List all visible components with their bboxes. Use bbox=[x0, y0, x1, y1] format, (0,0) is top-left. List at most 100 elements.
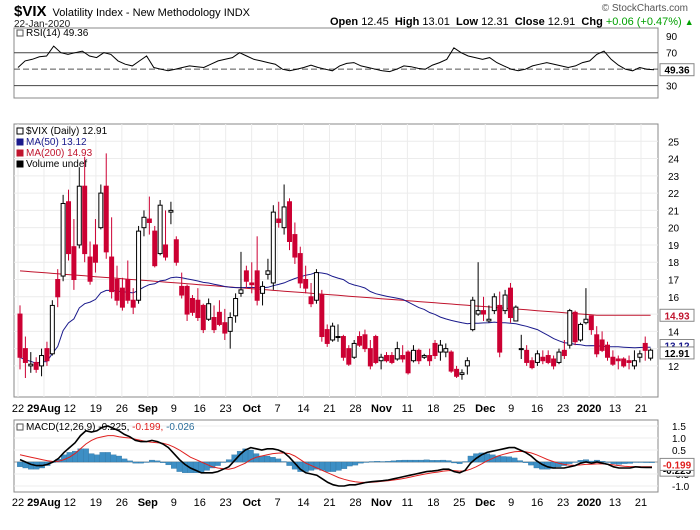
price-tick-label: 22 bbox=[668, 189, 680, 200]
candle-body bbox=[362, 334, 368, 350]
candle-body bbox=[475, 310, 481, 315]
candle bbox=[524, 345, 530, 366]
candle bbox=[502, 289, 508, 315]
macd-histogram-bar bbox=[528, 461, 534, 466]
candle bbox=[583, 288, 589, 325]
macd-title: MACD(12,26,9) -0.225, -0.199, -0.026 bbox=[26, 422, 195, 433]
macd-tick-label: 1.5 bbox=[672, 422, 686, 433]
candle-body bbox=[357, 336, 363, 346]
candle-body bbox=[534, 353, 540, 363]
candle bbox=[238, 251, 244, 297]
price-x-label: 13 bbox=[609, 403, 621, 415]
macd-histogram-bar bbox=[286, 461, 293, 466]
candle-body bbox=[529, 360, 535, 369]
candle bbox=[243, 265, 249, 289]
candle bbox=[249, 262, 255, 294]
candle bbox=[405, 350, 411, 375]
candle-body bbox=[389, 355, 395, 363]
candle-body bbox=[222, 322, 228, 334]
price-x-label: 7 bbox=[275, 403, 281, 415]
candle bbox=[481, 296, 487, 321]
price-x-label: Oct bbox=[242, 403, 261, 415]
macd-histogram-bar bbox=[220, 461, 227, 463]
candle-body bbox=[189, 298, 195, 313]
candle bbox=[340, 334, 346, 361]
candle-body bbox=[610, 356, 616, 365]
candle bbox=[556, 348, 562, 365]
macd-histogram-bar bbox=[396, 460, 403, 463]
macd-x-label: 18 bbox=[427, 497, 439, 509]
open-label: Open bbox=[330, 16, 359, 28]
candle-body bbox=[286, 201, 292, 242]
candle bbox=[599, 331, 605, 353]
ma50-line bbox=[19, 271, 651, 364]
macd-tick-label: 0.5 bbox=[672, 446, 686, 457]
candle bbox=[125, 260, 131, 304]
candle bbox=[60, 194, 66, 282]
candle bbox=[297, 246, 303, 289]
macd-histogram-bar bbox=[643, 461, 650, 463]
macd-x-label: 9 bbox=[171, 497, 177, 509]
candle-body bbox=[351, 342, 357, 358]
candle-body bbox=[243, 270, 249, 282]
candle-body bbox=[437, 344, 443, 353]
candle-body bbox=[491, 296, 497, 312]
macd-x-label: 16 bbox=[531, 497, 543, 509]
rsi-last-value: 49.36 bbox=[664, 66, 689, 77]
candle-body bbox=[561, 349, 567, 357]
macd-signal-line bbox=[19, 435, 652, 483]
price-tick-label: 18 bbox=[668, 258, 680, 269]
candle bbox=[567, 308, 573, 349]
candle-body bbox=[216, 311, 222, 325]
macd-histogram-bar bbox=[506, 456, 512, 463]
macd-histogram-bar bbox=[171, 461, 177, 469]
candle bbox=[286, 198, 292, 251]
price-x-label: 28 bbox=[349, 403, 361, 415]
price-tick-label: 25 bbox=[668, 137, 680, 148]
candle bbox=[594, 326, 600, 358]
candle bbox=[276, 201, 282, 228]
legend-swatch bbox=[16, 138, 24, 146]
macd-histogram-bar bbox=[385, 461, 392, 463]
close-last-value: 12.91 bbox=[664, 349, 689, 360]
macd-histogram-bar bbox=[335, 461, 342, 471]
candle bbox=[49, 300, 55, 356]
candle-body bbox=[572, 311, 578, 343]
candle-body bbox=[260, 285, 266, 294]
candle bbox=[335, 324, 341, 342]
macd-x-label: Sep bbox=[138, 497, 158, 509]
candle bbox=[367, 339, 373, 370]
candle-body bbox=[648, 349, 654, 359]
macd-x-label: 7 bbox=[275, 497, 281, 509]
candle bbox=[491, 293, 497, 315]
price-x-label: Dec bbox=[475, 403, 495, 415]
candle-body bbox=[146, 218, 152, 223]
macd-histogram-bar bbox=[522, 461, 529, 463]
candle bbox=[141, 210, 147, 237]
chart-title: $VIX Volatility Index - New Methodology I… bbox=[14, 3, 250, 20]
candle-body bbox=[136, 230, 142, 301]
candle bbox=[184, 284, 190, 321]
candle-body bbox=[330, 325, 336, 341]
price-tick-label: 17 bbox=[668, 276, 680, 287]
candle-body bbox=[346, 348, 352, 365]
price-legend-item: $VIX (Daily) 12.91 bbox=[26, 126, 108, 137]
candle-body bbox=[567, 310, 573, 346]
candle-body bbox=[443, 348, 449, 353]
candle-body bbox=[615, 358, 621, 362]
macd-x-label: Nov bbox=[371, 497, 393, 509]
candle bbox=[421, 353, 427, 359]
macd-histogram-bar bbox=[649, 461, 655, 463]
candle-body bbox=[335, 336, 341, 339]
macd-histogram-bar bbox=[214, 461, 221, 466]
candle bbox=[324, 324, 330, 347]
candle bbox=[648, 348, 654, 361]
candle-body bbox=[103, 185, 109, 253]
candle-body bbox=[507, 287, 513, 319]
macd-x-label: 9 bbox=[508, 497, 514, 509]
macd-value: -0.225, bbox=[98, 422, 132, 433]
macd-histogram-bar bbox=[390, 460, 397, 463]
price-legend-item: MA(200) 14.93 bbox=[26, 148, 93, 159]
candle bbox=[540, 350, 546, 365]
